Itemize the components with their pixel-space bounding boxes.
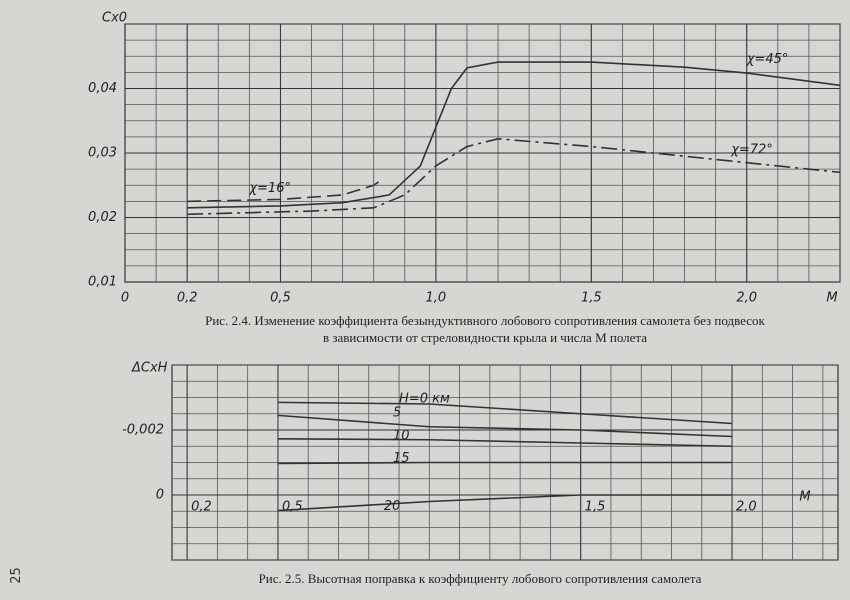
caption: Рис. 2.4. Изменение коэффициента безынду… [205, 313, 765, 345]
x-tick-label: 1,5 [585, 500, 606, 515]
series-label: 5 [393, 406, 401, 421]
x-tick-label: 2,0 [736, 500, 757, 515]
x-tick-label: 2,0 [736, 291, 757, 306]
y-tick-label: 0,03 [88, 146, 117, 161]
page-number: 25 [8, 567, 24, 584]
y-tick-label: 0 [156, 488, 164, 503]
caption: Рис. 2.5. Высотная поправка к коэффициен… [258, 571, 702, 586]
series-label: χ=16° [248, 181, 291, 196]
series-label: χ=72° [730, 142, 773, 157]
series-line [277, 494, 733, 512]
x-tick-label: 0,5 [270, 291, 291, 306]
series-label: χ=45° [746, 52, 789, 67]
series-label: 15 [393, 451, 410, 466]
y-tick-label: -0,002 [122, 423, 164, 438]
series-line [277, 461, 733, 465]
y-tick-label: 0,01 [88, 275, 117, 290]
series-label: H=0 км [399, 392, 450, 407]
y-axis-label: Cx0 [102, 11, 127, 26]
series-line [187, 61, 841, 209]
x-axis-label: M [799, 490, 810, 505]
series-label: 20 [384, 499, 401, 514]
y-tick-label: 0,04 [88, 81, 117, 96]
y-axis-label: ΔCxH [131, 361, 168, 376]
series-line [277, 437, 733, 448]
x-tick-label: 1,5 [581, 291, 602, 306]
x-tick-label: 0,2 [177, 291, 198, 306]
x-tick-label: 0 [121, 291, 129, 306]
series-line [187, 138, 841, 216]
y-tick-label: 0,02 [88, 210, 117, 225]
x-axis-label: M [826, 291, 837, 306]
series-line [277, 401, 733, 425]
x-tick-label: 0,2 [191, 500, 212, 515]
x-tick-label: 1,0 [426, 291, 447, 306]
series-line [187, 178, 384, 203]
series-label: 10 [393, 428, 410, 443]
series-line [277, 414, 733, 438]
x-tick-label: 0,5 [282, 500, 303, 515]
